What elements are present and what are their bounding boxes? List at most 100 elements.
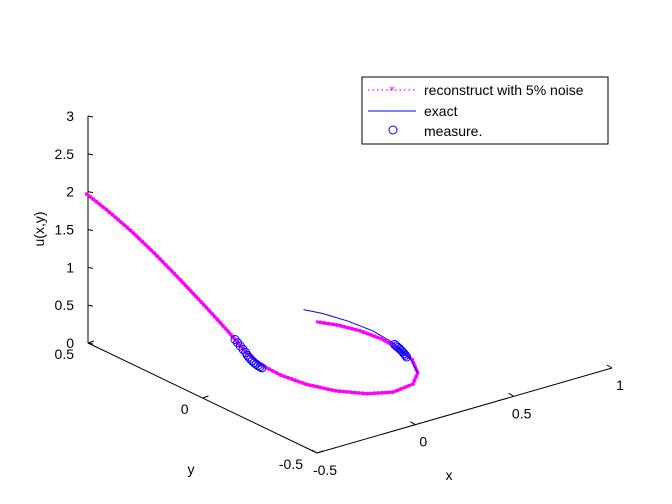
x-tick-label: -0.5 (313, 462, 337, 478)
series-reconstruct-marker (183, 283, 188, 288)
z-tick-mark (87, 229, 94, 231)
series-reconstruct-marker (94, 199, 99, 204)
x-tick-mark (606, 364, 613, 369)
series-reconstruct-marker (407, 383, 411, 388)
series-reconstruct-marker (307, 383, 312, 387)
series-reconstruct-marker (146, 245, 151, 250)
series-reconstruct-marker (97, 202, 102, 207)
x-tick-mark (311, 449, 318, 454)
z-tick-mark (87, 191, 94, 194)
series-reconstruct-marker (329, 388, 334, 392)
series-reconstruct-marker (88, 194, 92, 199)
series-reconstruct-marker (191, 291, 196, 296)
series-reconstruct-marker (326, 321, 331, 326)
series-reconstruct-marker (368, 332, 373, 337)
series-reconstruct-marker (119, 220, 124, 225)
series-reconstruct-marker (376, 335, 380, 340)
series-measure-marker (230, 335, 240, 344)
series-reconstruct-marker (143, 242, 148, 247)
series-reconstruct-marker (270, 369, 275, 373)
z-tick-mark (87, 304, 94, 307)
z-tick-label: 2 (66, 184, 74, 200)
plot-area (84, 192, 420, 396)
series-measure-marker (235, 341, 245, 351)
series-reconstruct-marker (204, 305, 209, 310)
series-reconstruct-marker (296, 379, 301, 384)
series-reconstruct-marker (188, 289, 193, 293)
series-reconstruct-marker (107, 210, 112, 215)
series-reconstruct-marker (134, 233, 139, 238)
series-reconstruct-marker (376, 391, 380, 395)
series-reconstruct-marker (330, 322, 335, 327)
series-reconstruct-marker (346, 326, 351, 330)
series-reconstruct-marker (226, 329, 231, 334)
series-reconstruct-marker (267, 367, 271, 371)
series-measure-marker (257, 363, 267, 373)
series-reconstruct-marker (116, 217, 121, 222)
series-reconstruct-marker (285, 375, 290, 380)
series-reconstruct-marker (202, 303, 206, 307)
series-reconstruct-marker (337, 389, 342, 394)
series-reconstruct-marker (350, 327, 355, 331)
series-reconstruct-marker (137, 236, 142, 241)
series-reconstruct-marker (311, 384, 316, 388)
series-reconstruct-marker (104, 207, 109, 212)
series-reconstruct-marker (315, 384, 319, 389)
series-reconstruct-marker (172, 272, 177, 276)
series-reconstruct-marker (333, 388, 338, 393)
series-reconstruct-marker (166, 266, 171, 270)
series-reconstruct-marker (383, 390, 388, 395)
series-reconstruct-marker (149, 248, 154, 253)
x-tick-mark (508, 392, 514, 397)
y-tick-mark (87, 340, 95, 344)
series-reconstruct-marker (196, 297, 201, 302)
legend-star-reconstruct: * (389, 84, 395, 97)
series-reconstruct-marker (231, 335, 236, 340)
series-reconstruct-marker (163, 263, 168, 267)
legend-entry-measure: measure. (424, 123, 482, 139)
series-measure-marker (255, 362, 265, 372)
series-reconstruct-marker (356, 391, 361, 395)
series-reconstruct-marker (207, 308, 212, 313)
series-reconstruct-marker (353, 390, 357, 395)
series-reconstruct-marker (113, 215, 118, 220)
y-axis-label: y (188, 461, 195, 477)
series-reconstruct-marker (160, 260, 165, 264)
z-tick-label: 2.5 (55, 146, 75, 162)
series-reconstruct-marker (318, 320, 322, 325)
series-reconstruct-marker (372, 334, 377, 339)
series-reconstruct-marker (399, 387, 403, 391)
z-tick-label: 0 (66, 335, 74, 351)
series-reconstruct-marker (379, 390, 384, 395)
series-reconstruct-marker (229, 332, 233, 337)
x-tick-label: 0 (419, 434, 427, 450)
series-measure-marker (390, 339, 399, 349)
series-reconstruct-marker (125, 225, 130, 230)
series-reconstruct-marker (223, 326, 228, 331)
series-reconstruct-marker (218, 320, 223, 325)
series-reconstruct-marker (322, 321, 327, 325)
x-axis-label: x (446, 467, 453, 483)
series-reconstruct-marker (403, 385, 407, 390)
series-reconstruct-marker (91, 197, 96, 202)
legend-entry-reconstruct: reconstruct with 5% noise (424, 82, 584, 98)
z-tick-label: 0.5 (55, 297, 75, 313)
series-reconstruct-marker (342, 325, 347, 329)
series-reconstruct-marker (215, 317, 220, 322)
series-measure-marker (238, 344, 248, 354)
series-reconstruct-marker (101, 205, 105, 209)
series-reconstruct-marker (414, 374, 418, 379)
series-reconstruct-marker (379, 336, 384, 341)
series-measure-marker (241, 348, 251, 357)
z-tick-mark (87, 115, 94, 118)
y-tick-mark (202, 395, 209, 399)
y-tick-mark (316, 450, 324, 454)
series-reconstruct-marker (181, 280, 185, 285)
x-tick-label: 0.5 (512, 405, 532, 421)
series-reconstruct-marker (128, 228, 133, 233)
x-axis-line (316, 367, 613, 454)
series-reconstruct-marker (318, 385, 323, 390)
series-reconstruct-marker (345, 390, 349, 394)
series-reconstruct-marker (383, 338, 387, 343)
